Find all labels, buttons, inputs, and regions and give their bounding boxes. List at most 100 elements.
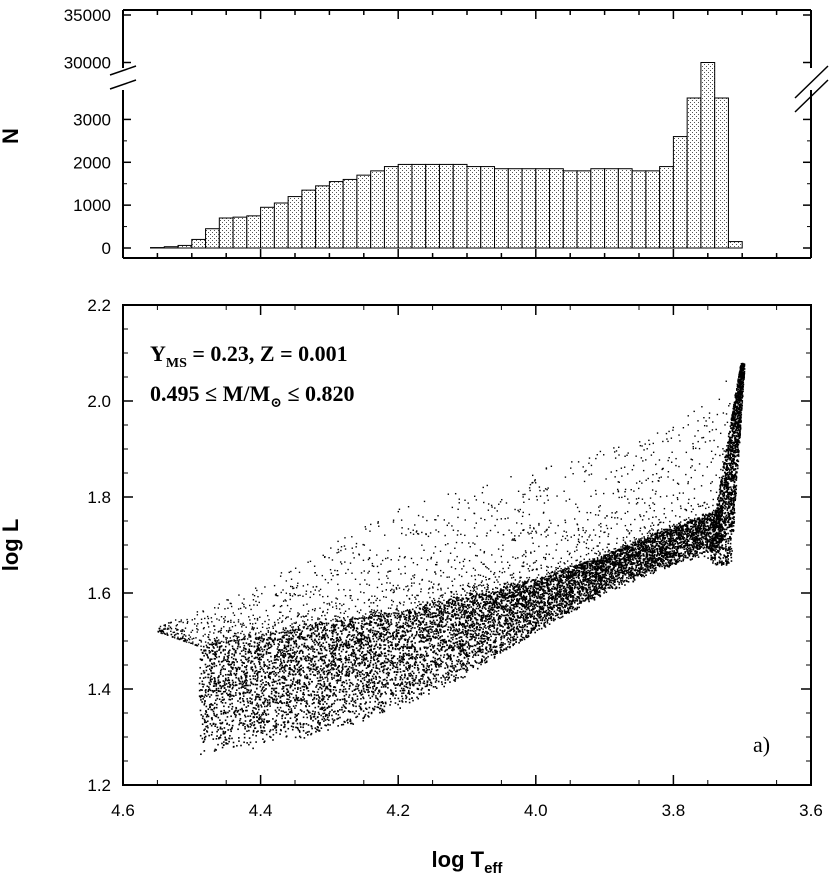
scatter-point xyxy=(445,642,447,644)
scatter-point xyxy=(431,685,433,687)
scatter-point xyxy=(484,626,486,628)
scatter-point xyxy=(368,666,370,668)
scatter-point xyxy=(272,679,274,681)
scatter-point xyxy=(518,642,520,644)
scatter-point xyxy=(607,572,609,574)
scatter-point xyxy=(421,613,423,615)
scatter-point xyxy=(468,607,470,609)
scatter-point xyxy=(235,682,237,684)
scatter-point xyxy=(264,684,266,686)
scatter-point xyxy=(266,665,268,667)
scatter-point xyxy=(223,656,225,658)
scatter-point xyxy=(283,672,285,674)
scatter-point xyxy=(421,663,423,665)
hist-ytick-label: 3000 xyxy=(73,110,111,129)
scatter-point xyxy=(336,668,338,670)
scatter-point xyxy=(690,553,692,555)
scatter-point xyxy=(583,577,585,579)
scatter-point xyxy=(438,666,440,668)
scatter-point xyxy=(372,686,374,688)
scatter-point xyxy=(687,557,689,559)
scatter-point xyxy=(697,554,699,556)
scatter-point xyxy=(239,692,241,694)
scatter-point xyxy=(321,693,323,695)
scatter-point xyxy=(563,588,565,590)
scatter-point xyxy=(416,613,418,615)
scatter-point xyxy=(249,700,251,702)
scatter-point xyxy=(356,669,358,671)
scatter-point xyxy=(223,668,225,670)
scatter-point xyxy=(216,689,218,691)
scatter-point xyxy=(369,631,371,633)
scatter-point xyxy=(364,637,366,639)
scatter-point xyxy=(349,703,351,705)
scatter-point xyxy=(436,670,438,672)
scatter-point xyxy=(504,629,506,631)
scatter-point xyxy=(526,613,528,615)
scatter-point xyxy=(473,628,475,630)
scatter-point xyxy=(216,657,218,659)
scatter-point xyxy=(437,674,439,676)
scatter-point xyxy=(609,581,611,583)
scatter-point xyxy=(328,623,330,625)
scatter-point xyxy=(612,583,614,585)
scatter-point xyxy=(403,614,405,616)
scatter-point xyxy=(333,677,335,679)
scatter-point xyxy=(386,673,388,675)
scatter-point xyxy=(381,624,383,626)
scatter-point xyxy=(250,667,252,669)
scatter-point xyxy=(678,529,680,531)
scatter-point xyxy=(267,699,269,701)
scatter-point xyxy=(609,566,611,568)
scatter-point xyxy=(256,638,258,640)
scatter-point xyxy=(245,720,247,722)
scatter-point xyxy=(273,734,275,736)
scatter-point xyxy=(354,663,356,665)
scatter-point xyxy=(275,727,277,729)
scatter-point xyxy=(347,645,349,647)
scatter-point xyxy=(280,668,282,670)
scatter-point xyxy=(679,557,681,559)
scatter-point xyxy=(339,691,341,693)
scatter-point xyxy=(275,672,277,674)
scatter-point xyxy=(603,556,605,558)
scatter-point xyxy=(368,618,370,620)
scatter-point xyxy=(212,738,214,740)
scatter-point xyxy=(426,668,428,670)
scatter-point xyxy=(327,729,329,731)
scatter-point xyxy=(331,627,333,629)
scatter-point xyxy=(340,676,342,678)
scatter-point xyxy=(229,735,231,737)
scatter-point xyxy=(245,692,247,694)
scatter-point xyxy=(312,710,314,712)
scatter-point xyxy=(424,624,426,626)
scatter-point xyxy=(506,600,508,602)
scatter-point xyxy=(208,735,210,737)
scatter-point xyxy=(258,718,260,720)
scatter-point xyxy=(588,599,590,601)
scatter-point xyxy=(495,637,497,639)
scatter-point xyxy=(228,642,230,644)
scatter-point xyxy=(429,611,431,613)
scatter-point xyxy=(335,695,337,697)
scatter-point xyxy=(311,633,313,635)
scatter-point xyxy=(493,617,495,619)
scatter-point xyxy=(296,643,298,645)
scatter-point xyxy=(292,638,294,640)
scatter-point xyxy=(597,563,599,565)
hist-bar xyxy=(316,186,330,248)
scatter-point xyxy=(338,641,340,643)
hist-bar xyxy=(371,171,385,248)
scatter-point xyxy=(435,612,437,614)
scatter-point xyxy=(533,617,535,619)
scatter-point xyxy=(306,700,308,702)
scatter-point xyxy=(451,611,453,613)
scatter-point xyxy=(318,660,320,662)
scatter-point xyxy=(237,646,239,648)
scatter-point xyxy=(352,663,354,665)
scatter-point xyxy=(367,647,369,649)
scatter-point xyxy=(303,711,305,713)
scatter-point xyxy=(250,679,252,681)
scatter-point xyxy=(493,654,495,656)
